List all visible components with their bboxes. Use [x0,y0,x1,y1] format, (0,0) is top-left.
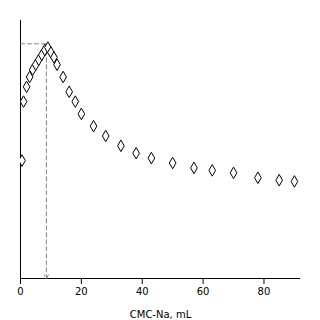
svg-text:60: 60 [197,286,210,297]
svg-text:0: 0 [17,286,23,297]
svg-text:CMC-Na, mL: CMC-Na, mL [130,309,192,320]
svg-text:20: 20 [75,286,88,297]
svg-text:40: 40 [136,286,149,297]
svg-text:80: 80 [258,286,271,297]
